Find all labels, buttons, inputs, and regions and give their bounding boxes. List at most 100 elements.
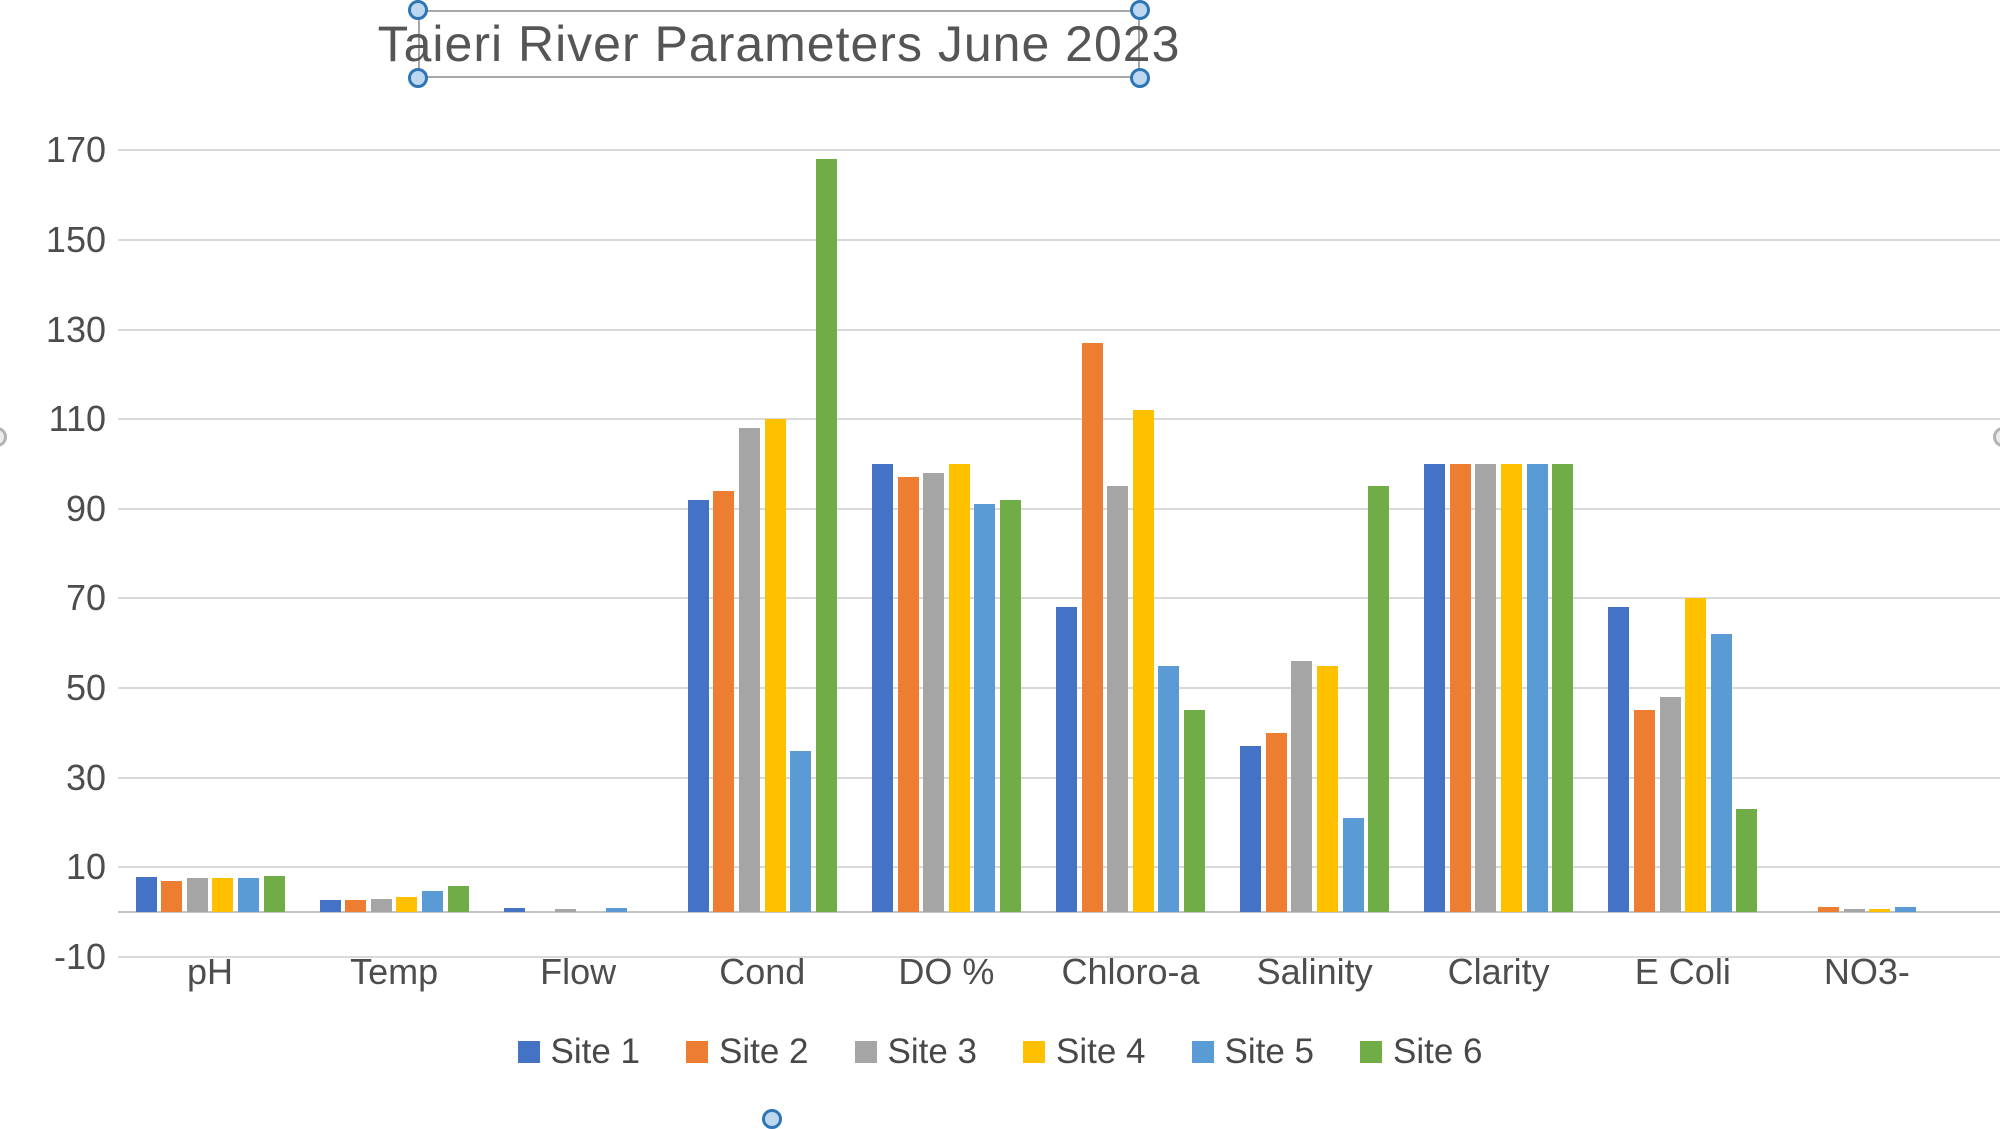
bar-site4-clarity[interactable] bbox=[1501, 464, 1522, 912]
y-axis-tick-label: 110 bbox=[48, 398, 106, 440]
legend-item-site3[interactable]: Site 3 bbox=[854, 1032, 978, 1072]
bar-site5-salinity[interactable] bbox=[1342, 817, 1364, 912]
bar-site6-clarity[interactable] bbox=[1552, 464, 1574, 912]
bar-site1-chloroa[interactable] bbox=[1056, 607, 1077, 912]
y-axis-tick-label: 50 bbox=[65, 667, 106, 708]
category-label-temp: Temp bbox=[350, 951, 439, 992]
legend-item-site1[interactable]: Site 1 bbox=[517, 1032, 641, 1072]
legend-swatch-icon bbox=[517, 1041, 540, 1063]
bar-site2-ph[interactable] bbox=[161, 880, 183, 912]
bar-site6-do[interactable] bbox=[999, 499, 1021, 912]
legend-label: Site 3 bbox=[887, 1032, 978, 1071]
bar-site3-do[interactable] bbox=[923, 473, 945, 912]
x-axis-line bbox=[118, 911, 2000, 913]
chart-frame-handle-right-icon[interactable] bbox=[1993, 427, 2000, 447]
resize-handle-bottom-right-icon[interactable] bbox=[1130, 68, 1150, 88]
bar-site4-ecoli[interactable] bbox=[1685, 598, 1707, 912]
bar-site5-do[interactable] bbox=[974, 504, 996, 912]
category-label-ph: pH bbox=[186, 951, 234, 992]
legend-swatch-icon bbox=[686, 1041, 708, 1063]
bar-site2-salinity[interactable] bbox=[1265, 732, 1287, 912]
bar-site3-temp[interactable] bbox=[370, 899, 392, 912]
bar-site2-chloroa[interactable] bbox=[1081, 343, 1103, 912]
bar-site4-ph[interactable] bbox=[212, 877, 234, 912]
category-label-ecoli: E Coli bbox=[1634, 951, 1731, 992]
gridline-110 bbox=[118, 418, 2000, 421]
gridline-130 bbox=[118, 328, 2000, 331]
bar-site6-ph[interactable] bbox=[263, 876, 285, 912]
bar-site4-chloroa[interactable] bbox=[1132, 410, 1154, 912]
category-label-flow: Flow bbox=[540, 951, 617, 992]
bar-site6-chloroa[interactable] bbox=[1184, 710, 1205, 912]
resize-handle-bottom-left-icon[interactable] bbox=[408, 68, 428, 88]
bar-site1-temp[interactable] bbox=[319, 899, 341, 912]
resize-handle-top-right-icon[interactable] bbox=[1130, 0, 1150, 20]
legend-swatch-icon bbox=[1191, 1041, 1214, 1063]
category-label-salinity: Salinity bbox=[1256, 951, 1373, 992]
bar-site5-temp[interactable] bbox=[422, 890, 443, 912]
legend-label: Site 1 bbox=[550, 1032, 641, 1071]
bar-site3-ecoli[interactable] bbox=[1659, 697, 1681, 912]
y-axis-tick-label: 10 bbox=[65, 846, 106, 888]
legend-item-site4[interactable]: Site 4 bbox=[1023, 1032, 1146, 1072]
bar-site5-cond[interactable] bbox=[790, 750, 812, 912]
bar-site4-temp[interactable] bbox=[396, 896, 418, 912]
bar-site2-no3[interactable] bbox=[1818, 906, 1839, 912]
chart-title: Taieri River Parameters June 2023 bbox=[377, 16, 1181, 72]
bar-site4-salinity[interactable] bbox=[1316, 665, 1338, 912]
bar-site2-ecoli[interactable] bbox=[1633, 710, 1655, 912]
y-axis-tick-label: 150 bbox=[45, 219, 106, 260]
bar-site5-clarity[interactable] bbox=[1526, 464, 1548, 912]
bar-site1-ecoli[interactable] bbox=[1608, 607, 1630, 912]
bar-site6-ecoli[interactable] bbox=[1736, 809, 1758, 912]
bar-site3-no3[interactable] bbox=[1843, 909, 1865, 912]
legend-swatch-icon bbox=[1360, 1041, 1382, 1063]
legend-item-site6[interactable]: Site 6 bbox=[1360, 1032, 1483, 1072]
bar-site4-cond[interactable] bbox=[764, 419, 786, 912]
bar-site1-flow[interactable] bbox=[503, 908, 525, 912]
gridline-170 bbox=[118, 149, 2000, 152]
chart-title-box[interactable]: Taieri River Parameters June 2023 bbox=[378, 0, 1179, 88]
category-label-no3: NO3- bbox=[1823, 951, 1910, 992]
bar-site1-cond[interactable] bbox=[687, 499, 709, 912]
bar-site2-cond[interactable] bbox=[713, 490, 735, 912]
legend-item-site5[interactable]: Site 5 bbox=[1191, 1032, 1315, 1072]
bar-site2-clarity[interactable] bbox=[1449, 464, 1471, 912]
legend: Site 1 Site 2 Site 3 Site 4 Site 5 Site 6 bbox=[0, 1032, 2000, 1072]
category-label-clarity: Clarity bbox=[1447, 951, 1550, 992]
bar-site3-ph[interactable] bbox=[186, 878, 208, 912]
bar-site5-chloroa[interactable] bbox=[1158, 665, 1180, 912]
legend-label: Site 5 bbox=[1224, 1032, 1315, 1071]
legend-item-site2[interactable]: Site 2 bbox=[686, 1032, 809, 1072]
legend-label: Site 4 bbox=[1056, 1032, 1146, 1071]
bar-site5-flow[interactable] bbox=[606, 908, 628, 912]
bar-site3-cond[interactable] bbox=[739, 428, 760, 912]
bar-site3-chloroa[interactable] bbox=[1107, 486, 1129, 912]
bar-site3-clarity[interactable] bbox=[1475, 464, 1497, 912]
bar-site5-no3[interactable] bbox=[1894, 906, 1916, 912]
y-axis-tick-label: 70 bbox=[65, 577, 106, 619]
bar-site6-salinity[interactable] bbox=[1368, 486, 1390, 912]
bar-site4-no3[interactable] bbox=[1869, 909, 1891, 912]
bar-site2-do[interactable] bbox=[897, 477, 919, 912]
legend-swatch-icon bbox=[1023, 1041, 1045, 1063]
bar-site1-do[interactable] bbox=[871, 464, 893, 912]
bar-site2-temp[interactable] bbox=[345, 899, 367, 912]
gridline-90 bbox=[118, 507, 2000, 510]
bar-site1-ph[interactable] bbox=[135, 877, 157, 912]
bar-site6-cond[interactable] bbox=[815, 159, 837, 912]
chart-frame-handle-bottom-icon[interactable] bbox=[762, 1109, 782, 1129]
bar-site6-temp[interactable] bbox=[447, 885, 469, 912]
bar-site4-do[interactable] bbox=[948, 464, 970, 912]
bar-site1-salinity[interactable] bbox=[1240, 746, 1262, 912]
bar-site3-flow[interactable] bbox=[554, 908, 576, 912]
bar-site1-clarity[interactable] bbox=[1424, 464, 1446, 912]
bar-site5-ecoli[interactable] bbox=[1710, 634, 1732, 912]
gridline-70 bbox=[118, 597, 2000, 600]
y-axis-tick-label: 130 bbox=[45, 308, 106, 350]
resize-handle-top-left-icon[interactable] bbox=[408, 0, 428, 20]
bar-site3-salinity[interactable] bbox=[1291, 661, 1313, 912]
bar-site5-ph[interactable] bbox=[237, 878, 259, 912]
category-label-cond: Cond bbox=[719, 951, 806, 992]
